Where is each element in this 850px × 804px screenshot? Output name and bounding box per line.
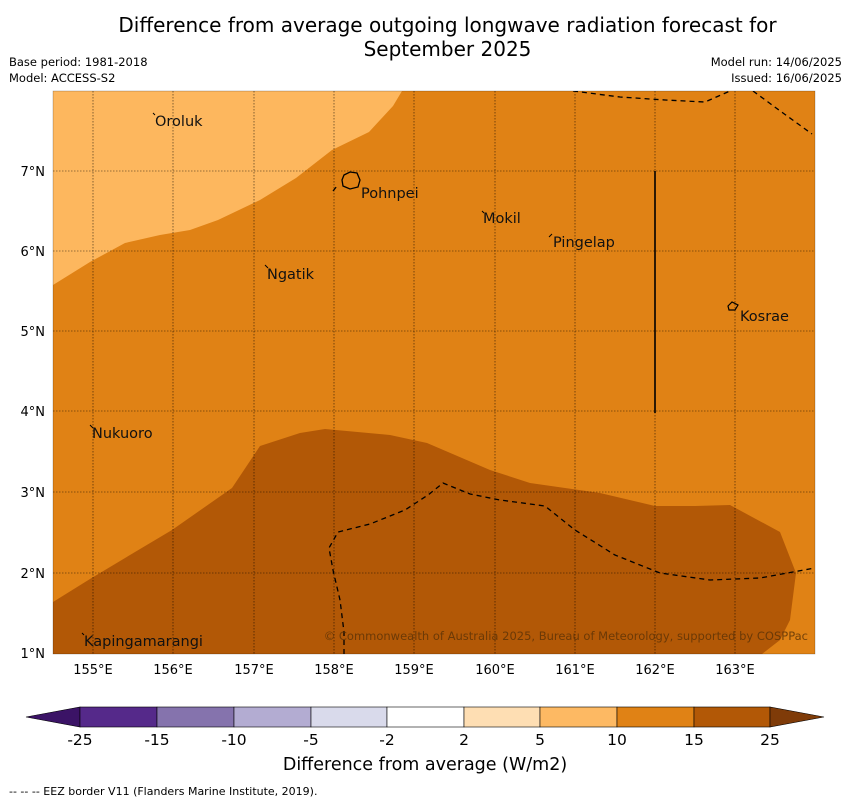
colorbar [25, 706, 825, 728]
colorbar-segment-2 [156, 706, 235, 728]
colorbar-segment-1 [79, 706, 158, 728]
place-label-pingelap: Pingelap [553, 235, 615, 251]
colorbar-label-3: -5 [303, 731, 318, 749]
lat-tick-4n: 4°N [21, 405, 46, 420]
place-label-ngatik: Ngatik [267, 267, 315, 283]
eez-border-pohnpei [332, 185, 338, 192]
colorbar-segment-9 [693, 706, 771, 728]
colorbar-title: Difference from average (W/m2) [282, 755, 568, 775]
colorbar-label-7: 10 [607, 731, 627, 749]
lat-tick-1n: 1°N [21, 647, 46, 662]
place-label-mokil: Mokil [483, 211, 521, 227]
colorbar-segment-7 [539, 706, 618, 728]
oroluk-mark [152, 112, 156, 116]
colorbar-tick-labels: -25 -15 -10 -5 -2 2 5 10 15 25 [67, 731, 780, 749]
place-label-oroluk: Oroluk [155, 114, 203, 130]
colorbar-label-4: -2 [379, 731, 394, 749]
colorbar-segment-8 [616, 706, 695, 728]
colorbar-extend-low [25, 706, 81, 728]
lat-tick-labels: 7°N 6°N 5°N 4°N 3°N 2°N 1°N [21, 165, 46, 662]
lat-tick-2n: 2°N [21, 567, 46, 582]
lat-tick-5n: 5°N [21, 325, 46, 340]
lon-tick-156e: 156°E [153, 663, 193, 678]
map-title: Difference from average outgoing longwav… [0, 13, 850, 61]
eez-border-south [328, 482, 815, 654]
colorbar-label-2: -10 [221, 731, 246, 749]
lon-tick-163e: 163°E [715, 663, 755, 678]
model-run: Model run: 14/06/2025 [710, 55, 842, 69]
colorbar-label-0: -25 [67, 731, 92, 749]
colorbar-label-5: 2 [459, 731, 469, 749]
title-line-2: September 2025 [363, 37, 532, 61]
base-period: Base period: 1981-2018 [9, 55, 148, 69]
lon-tick-162e: 162°E [635, 663, 675, 678]
place-label-kapingamarangi: Kapingamarangi [84, 634, 203, 650]
lat-tick-6n: 6°N [21, 245, 46, 260]
meta-left: Base period: 1981-2018 Model: ACCESS-S2 [9, 54, 148, 86]
model-name: Model: ACCESS-S2 [9, 71, 116, 85]
lon-tick-158e: 158°E [314, 663, 354, 678]
eez-footer-note: -- -- -- EEZ border V11 (Flanders Marine… [9, 785, 318, 798]
lon-tick-157e: 157°E [234, 663, 274, 678]
colorbar-label-1: -15 [144, 731, 169, 749]
lat-tick-3n: 3°N [21, 486, 46, 501]
colorbar-extend-high [769, 706, 825, 728]
eez-border-east [752, 91, 813, 135]
lon-tick-160e: 160°E [475, 663, 515, 678]
ngatik-mark [264, 264, 269, 269]
mokil-mark [481, 210, 485, 214]
place-labels: Oroluk Pohnpei Mokil Pingelap Ngatik Kos… [84, 114, 789, 650]
lat-gridlines [53, 170, 815, 574]
lon-tick-159e: 159°E [394, 663, 434, 678]
lon-tick-161e: 161°E [555, 663, 595, 678]
dark-anomaly-region [53, 429, 796, 654]
lat-tick-7n: 7°N [21, 165, 46, 180]
kapinga-mark [81, 632, 85, 636]
lon-gridlines [92, 91, 736, 654]
pingelap-mark [548, 233, 553, 238]
eez-border-north [572, 91, 731, 103]
copyright-notice: © Commonwealth of Australia 2025, Bureau… [324, 629, 808, 643]
eez-borders [328, 91, 815, 654]
map-plot-area: Oroluk Pohnpei Mokil Pingelap Ngatik Kos… [53, 91, 815, 654]
title-line-1: Difference from average outgoing longwav… [118, 13, 777, 37]
atoll-marks [81, 112, 553, 636]
pohnpei-island-outline [341, 171, 361, 190]
colorbar-segment-5 [386, 706, 465, 728]
issued-date: Issued: 16/06/2025 [731, 71, 842, 85]
lon-tick-labels: 155°E 156°E 157°E 158°E 159°E 160°E 161°… [73, 663, 755, 678]
colorbar-segment-3 [233, 706, 312, 728]
place-label-nukuoro: Nukuoro [92, 426, 153, 442]
place-label-kosrae: Kosrae [740, 309, 789, 325]
colorbar-label-8: 15 [684, 731, 704, 749]
nukuoro-mark [89, 424, 94, 429]
meta-right: Model run: 14/06/2025 Issued: 16/06/2025 [711, 54, 842, 86]
place-label-pohnpei: Pohnpei [361, 186, 419, 202]
colorbar-label-6: 5 [535, 731, 545, 749]
colorbar-segment-6 [463, 706, 541, 728]
lon-tick-155e: 155°E [73, 663, 113, 678]
light-anomaly-region [53, 91, 402, 285]
colorbar-segment-4 [310, 706, 388, 728]
map-frame [52, 90, 816, 655]
kosrae-island-outline [727, 301, 739, 311]
colorbar-label-9: 25 [760, 731, 780, 749]
